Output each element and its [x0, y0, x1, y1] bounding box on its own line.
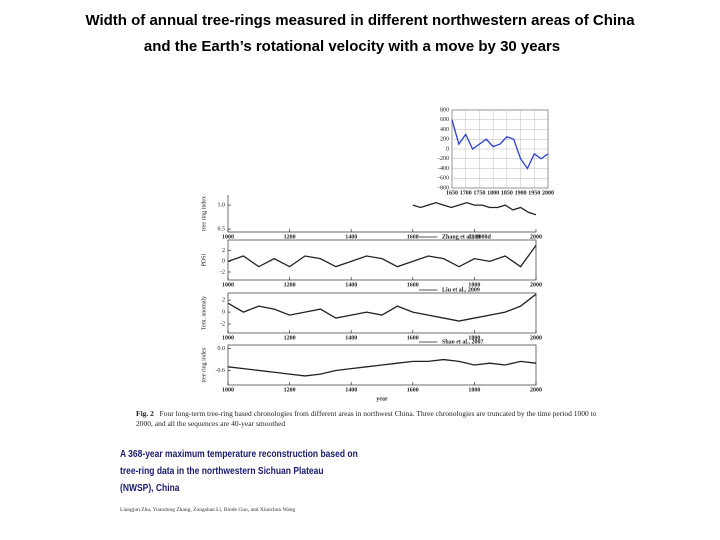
y-tick-label: -0.6 — [216, 368, 226, 374]
data-line — [227, 244, 537, 268]
y-axis-label: tree ring index — [201, 196, 207, 231]
y-tick-label: 2 — [222, 298, 225, 304]
x-tick-label: 1600 — [407, 234, 419, 240]
caption-label: Fig. 2 — [136, 409, 154, 418]
y-tick-label: -2 — [220, 321, 225, 327]
plot-frame — [227, 292, 537, 334]
paper-title-line: tree-ring data in the northwestern Sichu… — [120, 466, 324, 477]
paper-authors: Liangjun Zhu, Yuandong Zhang, Zongshan L… — [120, 507, 296, 513]
legend-label: Shao et al., 2007 — [442, 339, 484, 345]
y-tick-label: 0 — [222, 259, 225, 265]
plot-frame — [227, 239, 537, 281]
x-axis-label: year — [376, 396, 388, 402]
data-line — [412, 202, 537, 216]
slide-title: Width of annual tree-rings measured in d… — [85, 12, 635, 29]
y-tick-label: 0 — [222, 309, 225, 315]
y-tick-label: -2 — [220, 269, 225, 275]
x-tick-label: 1000 — [222, 387, 234, 393]
x-tick-label: 2000 — [542, 190, 554, 196]
x-tick-label: 1400 — [345, 234, 357, 240]
x-tick-label: 1200 — [284, 335, 296, 341]
x-tick-label: 1650 — [446, 190, 458, 196]
x-tick-label: 1600 — [407, 335, 419, 341]
x-tick-label: 1600 — [407, 387, 419, 393]
paper-title: A 368-year maximum temperature reconstru… — [120, 446, 358, 497]
x-tick-label: 1800 — [468, 335, 480, 341]
figure-caption: Fig. 2 Four long-term tree-ring based ch… — [136, 409, 612, 429]
y-tick-label: 0 — [446, 146, 449, 152]
caption-text: Four long-term tree-ring based chronolog… — [136, 409, 597, 428]
x-tick-label: 1800 — [487, 190, 499, 196]
y-tick-label: -200 — [438, 156, 449, 162]
x-tick-label: 1400 — [345, 282, 357, 288]
x-tick-label: 1400 — [345, 387, 357, 393]
x-tick-label: 2000 — [530, 234, 542, 240]
y-axis-label: Tem. anomaly — [201, 296, 207, 330]
x-tick-label: 1600 — [407, 282, 419, 288]
paper-title-line: (NWSP), China — [120, 483, 180, 494]
slide-title: and the Earth’s rotational velocity with… — [143, 38, 561, 55]
plot-frame — [227, 344, 537, 386]
x-tick-label: 1200 — [284, 282, 296, 288]
y-tick-label: -400 — [438, 166, 449, 172]
x-tick-label: 1000 — [222, 335, 234, 341]
y-tick-label: 0.5 — [218, 226, 226, 232]
x-tick-label: 2000 — [530, 282, 542, 288]
x-tick-label: 1400 — [345, 335, 357, 341]
y-axis-label: PDSI — [201, 253, 207, 266]
x-tick-label: 1850 — [501, 190, 513, 196]
data-line — [227, 358, 537, 377]
x-tick-label: 2000 — [530, 387, 542, 393]
x-tick-label: 1000 — [222, 234, 234, 240]
x-tick-label: 1900 — [515, 190, 527, 196]
data-line — [227, 293, 537, 322]
legend-label: Zhang et al., 2008d — [442, 234, 492, 240]
x-tick-label: 1200 — [284, 234, 296, 240]
data-line — [451, 119, 549, 170]
y-tick-label: 2 — [222, 248, 225, 254]
paper-title-line: A 368-year maximum temperature reconstru… — [120, 449, 358, 460]
y-tick-label: -800 — [438, 185, 449, 191]
y-tick-label: -600 — [438, 176, 449, 182]
x-tick-label: 1800 — [468, 234, 480, 240]
x-tick-label: 1000 — [222, 282, 234, 288]
y-tick-label: 800 — [440, 107, 449, 113]
x-tick-label: 1200 — [284, 387, 296, 393]
y-tick-label: 600 — [440, 117, 449, 123]
x-tick-label: 1800 — [468, 387, 480, 393]
y-tick-label: 1.0 — [218, 202, 226, 208]
y-tick-label: 0.0 — [218, 346, 226, 352]
x-tick-label: 1750 — [473, 190, 485, 196]
y-axis-label: tree ring index — [201, 348, 207, 383]
legend-label: Liu et al., 2009 — [442, 287, 480, 293]
x-tick-label: 1800 — [468, 282, 480, 288]
x-tick-label: 2000 — [530, 335, 542, 341]
y-tick-label: 400 — [440, 127, 449, 133]
x-tick-label: 1700 — [460, 190, 472, 196]
x-tick-label: 1950 — [528, 190, 540, 196]
y-tick-label: 200 — [440, 137, 449, 143]
